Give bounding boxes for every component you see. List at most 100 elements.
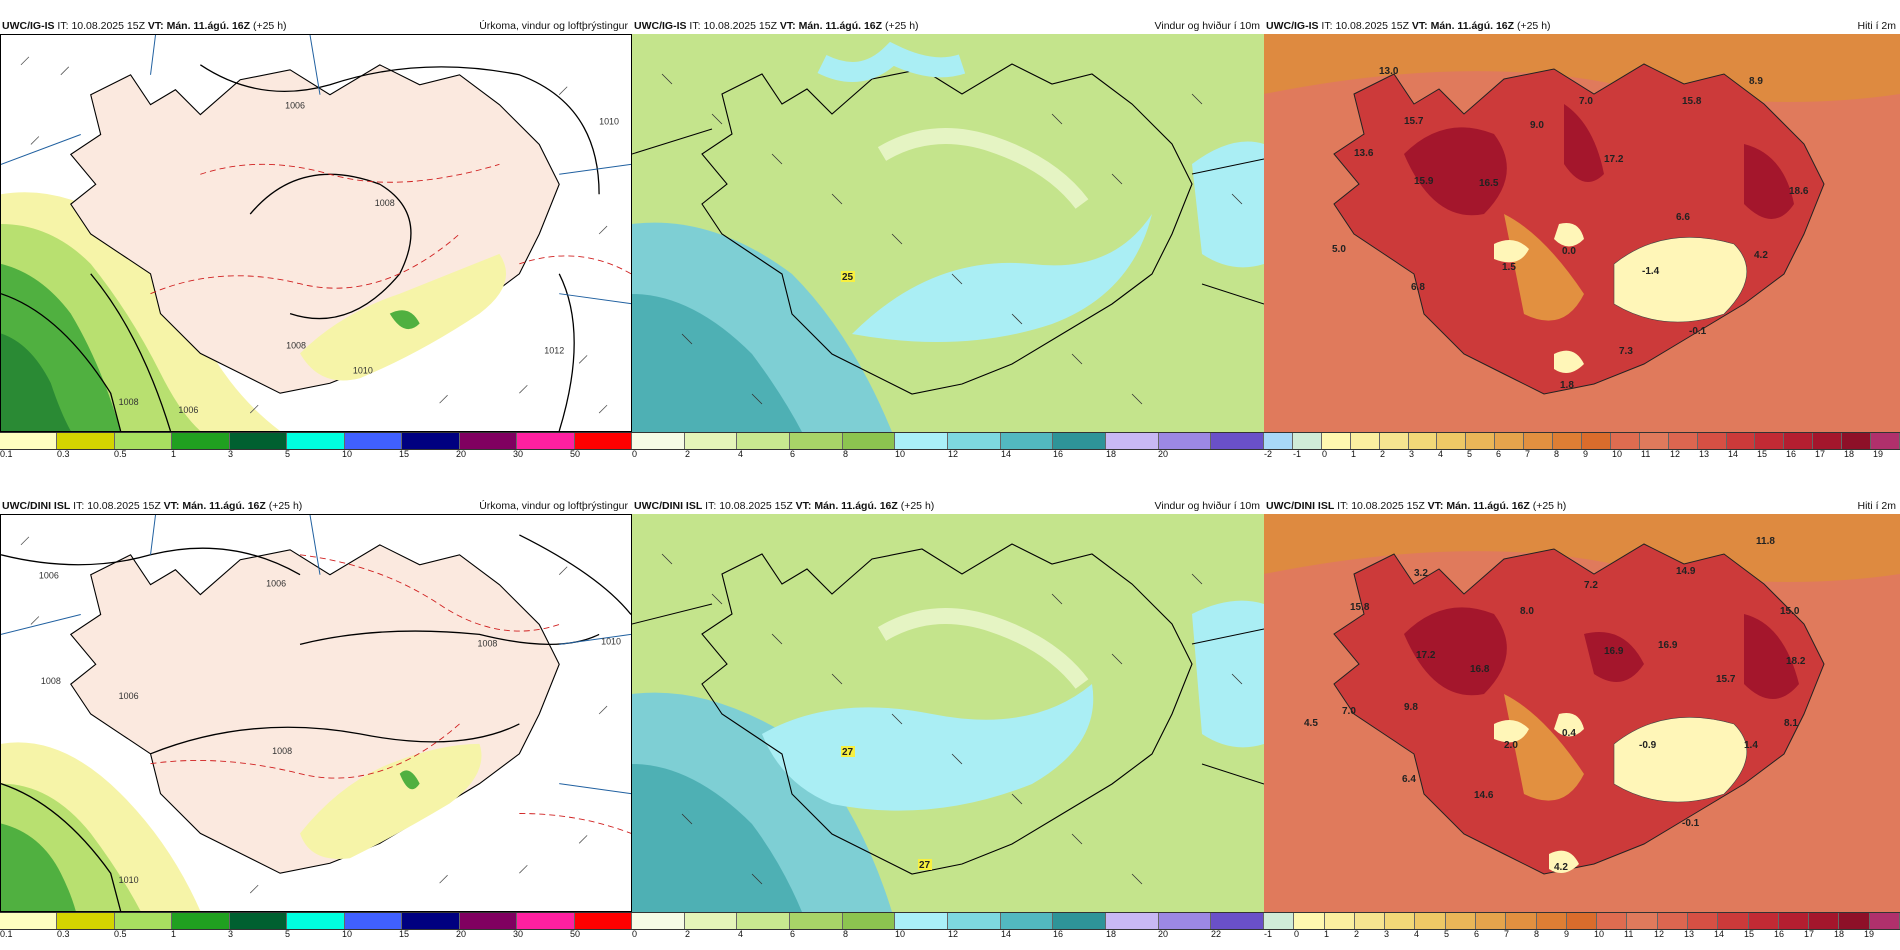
legend-tick: 12 [1654,929,1665,939]
gust-label: 27 [842,747,854,758]
legend-swatch [1292,433,1322,449]
temp-map[interactable]: 3.2 11.8 15.8 7.2 14.9 8.0 15.0 17.2 16.… [1264,514,1900,912]
legend-swatch [1581,433,1611,449]
temp-label: 14.9 [1676,566,1696,577]
temp-legend [1264,432,1900,450]
panel-row1-temp: UWC/IG-IS IT: 10.08.2025 15Z VT: Mán. 11… [1264,18,1900,464]
legend-tick: 8 [1534,929,1540,939]
legend-swatch [737,913,791,929]
legend-tick: 20 [1158,929,1169,939]
legend-tick: 10 [342,449,353,459]
isobar-label: 1006 [178,405,198,415]
vt-value: Mán. 11.ágú. 16Z [182,500,266,512]
legend-swatch [114,913,173,929]
legend-swatch [1350,433,1380,449]
wind-map[interactable]: 25 [632,34,1264,432]
legend-tick: 0 [632,929,638,939]
legend-swatch [1813,433,1843,449]
temp-label: 4.2 [1754,250,1768,261]
panel-title: UWC/DINI ISL IT: 10.08.2025 15Z VT: Mán.… [1264,498,1900,514]
temp-label: 4.2 [1554,862,1568,873]
legend-swatch [1408,433,1438,449]
panel-row1-precip: UWC/IG-IS IT: 10.08.2025 15Z VT: Mán. 11… [0,18,632,464]
legend-swatch [57,913,115,929]
legend-tick: 0.3 [57,449,70,459]
temp-label: 1.5 [1502,262,1516,273]
isobar-label: 1006 [285,101,305,111]
legend-tick: 16 [1786,449,1797,459]
legend-swatch [172,433,230,449]
legend-swatch [1726,433,1756,449]
legend-tick: 1 [1324,929,1330,939]
legend-tick: 15 [399,449,410,459]
legend-swatch [1809,913,1840,929]
wind-map[interactable]: 27 27 [632,514,1264,912]
legend-swatch [517,913,575,929]
temp-label: 1.8 [1560,380,1574,391]
temp-label: 7.2 [1584,580,1598,591]
map-title: Hiti í 2m [1857,20,1896,32]
legend-tick: 1 [171,449,177,459]
map-title: Úrkoma, vindur og loftþrýstingur [479,500,628,512]
legend-tick: 1 [171,929,177,939]
legend-tick: 50 [570,929,581,939]
legend-tick: 13 [1684,929,1695,939]
model-name: UWC/IG-IS [1266,20,1319,32]
legend-tick: 12 [948,929,959,939]
vt-label: VT: [1427,500,1444,512]
temp-label: 2.0 [1504,740,1518,751]
legend-swatch [1839,913,1870,929]
legend-swatch [790,433,843,449]
legend-tick: 12 [1670,449,1681,459]
precip-map[interactable]: 1006 1006 1008 1008 1010 1006 1008 1010 [0,514,632,912]
temp-label: 14.6 [1474,790,1494,801]
legend-swatch [1379,433,1409,449]
legend-tick: 16 [1053,449,1064,459]
legend-swatch [1264,913,1295,929]
legend-swatch [1445,913,1476,929]
map-title: Vindur og hviður í 10m [1154,500,1260,512]
legend-swatch [1627,913,1658,929]
legend-tick: 8 [843,929,849,939]
vt-value: Mán. 11.ágú. 16Z [166,20,251,32]
legend-swatch [1385,913,1416,929]
temp-label: 8.1 [1784,718,1798,729]
legend-tick: 18 [1106,929,1117,939]
legend-tick: 8 [843,449,849,459]
legend-swatch [1755,433,1785,449]
precip-map[interactable]: 1006 1008 1008 1010 1010 1012 1006 1008 [0,34,632,432]
legend-swatch [1264,433,1293,449]
legend-swatch [1871,433,1900,449]
it-value: 10.08.2025 15Z [1351,500,1425,512]
legend-tick: 6 [790,449,796,459]
legend-tick: 19 [1864,929,1875,939]
model-name: UWC/DINI ISL [634,500,703,512]
legend-tick: 12 [948,449,959,459]
legend-tick: 14 [1001,929,1012,939]
wind-legend [632,432,1265,450]
legend-ticks: 0.1 0.3 0.5 1 3 5 10 15 20 30 50 [0,928,632,940]
temp-label: 15.9 [1414,176,1434,187]
vt-label: VT: [795,500,812,512]
legend-swatch [574,433,632,449]
legend-tick: 6 [790,929,796,939]
isobar-label: 1008 [477,638,497,648]
temp-label: 16.5 [1479,178,1499,189]
legend-tick: 4 [1438,449,1444,459]
legend-swatch [1294,913,1325,929]
legend-swatch [1553,433,1582,449]
legend-tick: 30 [513,449,524,459]
legend-swatch [229,433,288,449]
model-name: UWC/IG-IS [634,20,687,32]
it-value: 10.08.2025 15Z [71,20,145,32]
precip-legend [0,432,632,450]
legend-swatch [1778,913,1810,929]
legend-swatch [1106,913,1159,929]
legend-tick: 10 [342,929,353,939]
isobar-label: 1008 [375,198,395,208]
vt-value: Mán. 11.ágú. 16Z [1446,500,1530,512]
temp-label: 9.8 [1404,702,1418,713]
temp-map[interactable]: 13.0 15.7 13.6 15.9 16.5 9.0 7.0 17.2 15… [1264,34,1900,432]
wind-barbs [20,56,608,414]
legend-swatch [1687,913,1719,929]
